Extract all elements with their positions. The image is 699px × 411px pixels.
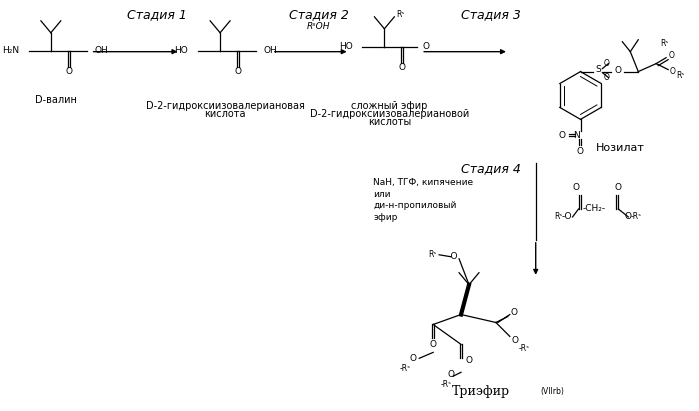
Text: Rˢ: Rˢ <box>554 212 563 222</box>
Text: -Rˢ: -Rˢ <box>400 364 411 373</box>
Text: или: или <box>373 189 391 199</box>
Text: Стадия 1: Стадия 1 <box>127 8 187 21</box>
Text: O: O <box>603 73 610 82</box>
Text: O: O <box>466 356 473 365</box>
Text: -Rˢ: -Rˢ <box>518 344 529 353</box>
Text: H₂N: H₂N <box>2 46 19 55</box>
Text: O: O <box>576 147 583 156</box>
Text: O: O <box>668 51 674 60</box>
Text: -CH₂-: -CH₂- <box>583 205 606 213</box>
Text: Триэфир: Триэфир <box>452 385 510 398</box>
Text: -Rˢ: -Rˢ <box>440 380 452 389</box>
Text: O: O <box>430 340 437 349</box>
Text: ди-н-пропиловый: ди-н-пропиловый <box>373 201 457 210</box>
Text: сложный эфир: сложный эфир <box>351 102 428 111</box>
Text: O: O <box>65 67 72 76</box>
Text: Стадия 4: Стадия 4 <box>461 162 521 175</box>
Text: -O: -O <box>448 252 459 261</box>
Text: -O: -O <box>561 212 572 222</box>
Text: OH: OH <box>94 46 108 55</box>
Text: O: O <box>511 336 519 345</box>
Text: S: S <box>596 65 601 74</box>
Text: O: O <box>422 42 429 51</box>
Text: кислоты: кислоты <box>368 118 411 127</box>
Text: Стадия 3: Стадия 3 <box>461 8 521 21</box>
Text: HO: HO <box>175 46 188 55</box>
Text: Стадия 2: Стадия 2 <box>289 8 349 21</box>
Text: OH: OH <box>264 46 278 55</box>
Text: O: O <box>572 182 579 192</box>
Text: O: O <box>603 59 610 68</box>
Text: (VIIrb): (VIIrb) <box>541 387 565 396</box>
Text: Rˢ: Rˢ <box>660 39 668 48</box>
Text: кислота: кислота <box>204 109 246 120</box>
Text: N: N <box>573 131 580 140</box>
Text: RˢOH: RˢOH <box>307 22 331 31</box>
Text: O: O <box>669 67 675 76</box>
Text: Rˢ: Rˢ <box>676 71 684 80</box>
Text: -Rˢ: -Rˢ <box>630 212 642 222</box>
Text: O: O <box>510 308 517 317</box>
Text: O: O <box>615 182 622 192</box>
Text: Rˢ: Rˢ <box>396 10 405 19</box>
Text: D-валин: D-валин <box>35 95 77 106</box>
Text: D-2-гидроксиизовалериановой: D-2-гидроксиизовалериановой <box>310 109 469 120</box>
Text: O: O <box>235 67 242 76</box>
Text: эфир: эфир <box>373 213 398 222</box>
Text: O: O <box>447 370 454 379</box>
Text: O: O <box>399 63 406 72</box>
Text: D-2-гидроксиизовалериановая: D-2-гидроксиизовалериановая <box>145 102 305 111</box>
Text: O: O <box>558 131 565 140</box>
Text: O: O <box>410 354 417 363</box>
Text: O: O <box>615 66 622 75</box>
Text: O: O <box>625 212 632 222</box>
Text: Rˢ: Rˢ <box>428 250 436 259</box>
Text: HO: HO <box>339 42 352 51</box>
Text: Нозилат: Нозилат <box>596 143 644 153</box>
Text: NaH, ТГФ, кипячение: NaH, ТГФ, кипячение <box>373 178 473 187</box>
